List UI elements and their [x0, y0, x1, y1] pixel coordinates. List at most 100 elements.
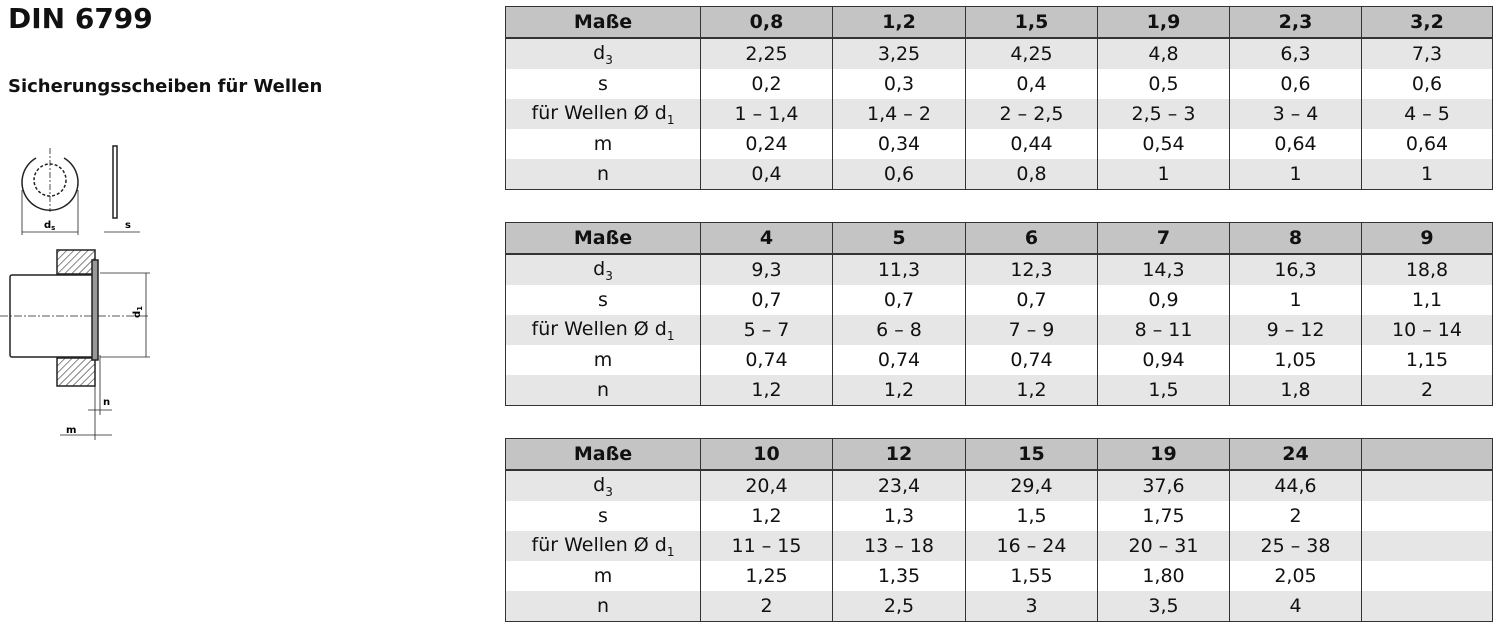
cell: 4,25 — [965, 38, 1098, 69]
label-text: n — [596, 595, 610, 617]
cell: 11 – 15 — [700, 531, 833, 561]
label-text: für Wellen Ø d — [531, 317, 667, 340]
data-row: m 0,24 0,34 0,44 0,54 0,64 0,64 — [505, 129, 1493, 159]
header-cell: 0,8 — [700, 6, 833, 39]
cell: 1,5 — [965, 501, 1098, 531]
cell: 25 – 38 — [1229, 531, 1362, 561]
cell: 44,6 — [1229, 470, 1362, 501]
label-text: s — [125, 220, 131, 231]
row-label: d3 — [505, 254, 701, 285]
cell: 2,5 – 3 — [1097, 99, 1230, 129]
cell: 0,8 — [965, 159, 1098, 190]
header-cell: 1,5 — [965, 6, 1098, 39]
header-cell: 19 — [1097, 438, 1230, 471]
label-text: n — [596, 379, 610, 401]
cell: 0,44 — [965, 129, 1098, 159]
cell: 0,34 — [832, 129, 966, 159]
header-cell: 7 — [1097, 222, 1230, 255]
row-label: n — [505, 375, 701, 406]
cell: 7 – 9 — [965, 315, 1098, 345]
cell: 4 — [1229, 591, 1362, 622]
row-label: m — [505, 129, 701, 159]
empty-cell — [1361, 561, 1493, 591]
cell: 6,3 — [1229, 38, 1362, 69]
data-row: n 2 2,5 3 3,5 4 — [505, 591, 1493, 622]
row-label: n — [505, 591, 701, 622]
label-text: m — [593, 133, 613, 155]
row-label: n — [505, 159, 701, 190]
label-text: d — [132, 311, 143, 318]
label-text: m — [593, 565, 613, 587]
empty-cell — [1361, 501, 1493, 531]
label-sub: 1 — [666, 328, 675, 343]
cell: 0,6 — [832, 159, 966, 190]
cell: 0,7 — [700, 285, 833, 315]
cell: 9,3 — [700, 254, 833, 285]
header-cell: 4 — [700, 222, 833, 255]
cell: 5 – 7 — [700, 315, 833, 345]
drawing-label: d1 — [132, 306, 144, 318]
cell: 1 – 1,4 — [700, 99, 833, 129]
header-row: Maße 4 5 6 7 8 9 — [505, 222, 1493, 255]
cell: 0,94 — [1097, 345, 1230, 375]
label-text: d — [593, 473, 606, 496]
label-sub: 1 — [666, 544, 675, 559]
header-label: Maße — [505, 438, 701, 471]
cell: 0,24 — [700, 129, 833, 159]
cell: 16,3 — [1229, 254, 1362, 285]
label-text: s — [598, 289, 608, 311]
cell: 1,15 — [1361, 345, 1493, 375]
header-cell: 3,2 — [1361, 6, 1493, 39]
data-row: n 1,2 1,2 1,2 1,5 1,8 2 — [505, 375, 1493, 406]
empty-cell — [1361, 438, 1493, 471]
cell: 4 – 5 — [1361, 99, 1493, 129]
data-row: für Wellen Ø d1 11 – 15 13 – 18 16 – 24 20 –… — [505, 531, 1493, 561]
cell: 0,6 — [1229, 69, 1362, 99]
cell: 9 – 12 — [1229, 315, 1362, 345]
cell: 2,5 — [832, 591, 966, 622]
cell: 1,80 — [1097, 561, 1230, 591]
data-row: d3 9,3 11,3 12,3 14,3 16,3 18,8 — [505, 254, 1493, 285]
label-text: für Wellen Ø d — [531, 533, 667, 556]
cell: 0,64 — [1361, 129, 1493, 159]
cell: 1,1 — [1361, 285, 1493, 315]
data-table: Maße 4 5 6 7 8 9 d3 9,3 11,3 12,3 14,3 16,3 18,8 s 0,7 0… — [505, 222, 1493, 406]
header-cell: 15 — [965, 438, 1098, 471]
row-label: d3 — [505, 38, 701, 69]
cell: 8 – 11 — [1097, 315, 1230, 345]
drawing-label: n — [103, 397, 110, 408]
data-row: m 0,74 0,74 0,74 0,94 1,05 1,15 — [505, 345, 1493, 375]
subtitle: Sicherungsscheiben für Wellen — [8, 76, 323, 97]
cell: 1,2 — [832, 375, 966, 406]
cell: 1 — [1229, 159, 1362, 190]
cell: 3,25 — [832, 38, 966, 69]
cell: 2,25 — [700, 38, 833, 69]
header-cell: 2,3 — [1229, 6, 1362, 39]
cell: 10 – 14 — [1361, 315, 1493, 345]
label-text: s — [598, 73, 608, 95]
cell: 0,54 — [1097, 129, 1230, 159]
row-label: für Wellen Ø d1 — [505, 315, 701, 345]
label-sub: 1 — [136, 306, 144, 311]
header-cell: 12 — [832, 438, 966, 471]
cell: 0,3 — [832, 69, 966, 99]
header-cell: 1,2 — [832, 6, 966, 39]
cell: 12,3 — [965, 254, 1098, 285]
cell: 0,6 — [1361, 69, 1493, 99]
cell: 1,05 — [1229, 345, 1362, 375]
cell: 0,74 — [700, 345, 833, 375]
cell: 3 — [965, 591, 1098, 622]
cell: 3,5 — [1097, 591, 1230, 622]
data-row: d3 20,4 23,4 29,4 37,6 44,6 — [505, 470, 1493, 501]
cell: 7,3 — [1361, 38, 1493, 69]
cell: 1,2 — [965, 375, 1098, 406]
cell: 0,74 — [832, 345, 966, 375]
cell: 1,35 — [832, 561, 966, 591]
label-text: m — [593, 349, 613, 371]
data-row: s 0,2 0,3 0,4 0,5 0,6 0,6 — [505, 69, 1493, 99]
cell: 20 – 31 — [1097, 531, 1230, 561]
header-cell: 5 — [832, 222, 966, 255]
label-text: d — [44, 220, 51, 231]
